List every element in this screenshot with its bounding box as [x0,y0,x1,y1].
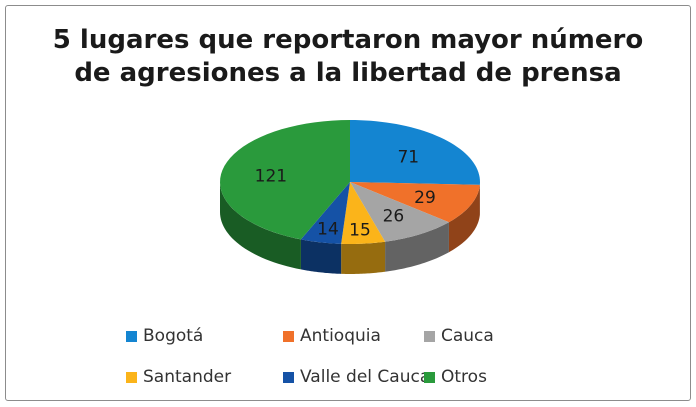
legend-item: Cauca [424,326,494,346]
data-label: 26 [383,206,405,226]
legend-item: Antioquia [283,326,381,346]
legend-item: Santander [126,367,231,387]
pie-side-antioquia [448,184,480,253]
pie-slice-bogotá[interactable] [350,120,480,185]
legend-label: Bogotá [143,326,204,346]
legend-swatch [424,371,435,383]
pie-side-otros [220,182,301,270]
data-label: 29 [414,188,436,208]
pie-slice-valle-del-cauca[interactable] [300,182,350,244]
chart-title-line2: de agresiones a la libertad de prensa [74,58,622,88]
legend-item: Bogotá [126,326,203,346]
data-label: 121 [255,167,287,187]
data-label: 71 [397,147,419,167]
pie-side-santander [341,241,386,274]
pie-slice-cauca[interactable] [350,182,449,242]
data-label: 14 [317,219,339,239]
legend-item: Otros [424,367,487,387]
data-label: 15 [349,220,371,240]
legend-label: Valle del Cauca [300,367,431,387]
legend-label: Cauca [441,326,494,346]
legend-swatch [283,330,294,342]
pie-side-valle-del-cauca [300,239,342,274]
legend-label: Antioquia [300,326,381,346]
pie-side-cauca [385,222,449,272]
legend-label: Otros [441,367,487,387]
legend-swatch [283,371,294,383]
chart-title-line1: 5 lugares que reportaron mayor número [52,25,644,55]
legend-swatch [424,330,435,342]
legend-swatch [126,371,137,383]
legend-item: Valle del Cauca [283,367,430,387]
chart-title: 5 lugares que reportaron mayor número de… [0,24,696,90]
legend-swatch [126,330,137,342]
pie-slice-santander[interactable] [341,182,386,244]
pie-slice-antioquia[interactable] [350,182,480,223]
pie-slice-otros[interactable] [220,120,350,240]
legend-label: Santander [143,367,232,387]
